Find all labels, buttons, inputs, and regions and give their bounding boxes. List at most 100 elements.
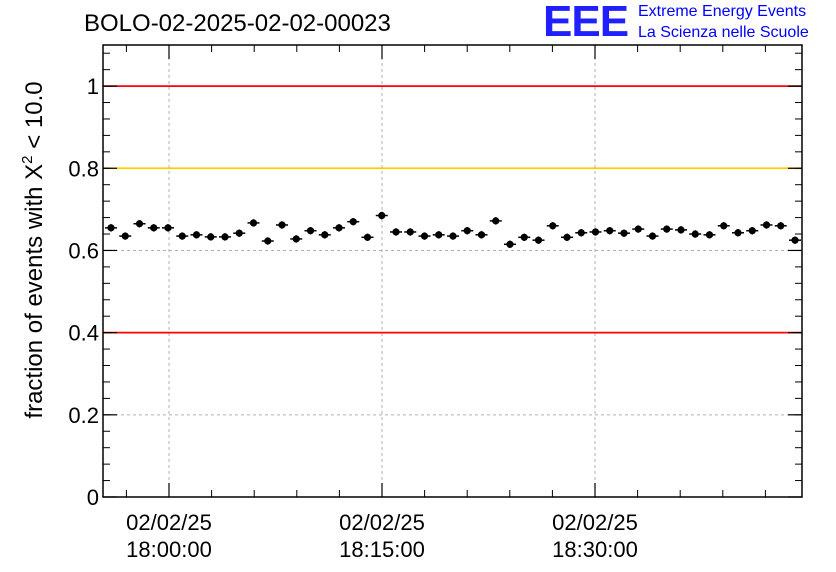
data-point [418, 232, 431, 240]
data-point [176, 232, 189, 240]
data-point [447, 232, 459, 240]
point-marker [577, 229, 585, 237]
point-marker [107, 224, 115, 232]
plot-frame [102, 44, 803, 498]
point-marker [121, 232, 129, 240]
data-point [347, 217, 360, 226]
point-marker [648, 232, 657, 240]
x-tick-label-time: 18:15:00 [339, 537, 425, 562]
logo-text-line2: La Scienza nelle Scuole [638, 24, 809, 41]
data-point [290, 235, 303, 243]
point-marker [363, 233, 372, 241]
data-point [333, 224, 345, 232]
point-marker [449, 232, 457, 240]
chart-title: BOLO-02-2025-02-02-00023 [84, 10, 391, 37]
data-point [689, 230, 702, 238]
point-marker [249, 219, 258, 227]
data-point [760, 221, 773, 229]
y-axis-title: fraction of events with X2 < 10.0 [19, 81, 48, 418]
point-marker [349, 218, 357, 226]
data-point [432, 231, 445, 239]
data-point [618, 229, 630, 237]
data-point [646, 232, 659, 240]
y-axis-title-sup: 2 [19, 155, 36, 163]
data-point [732, 229, 744, 237]
x-tick-label-date: 02/02/25 [339, 510, 425, 535]
y-tick-labels: 0 0.2 0.4 0.6 0.8 1 [68, 74, 99, 510]
point-marker [748, 227, 756, 235]
grid-lines [103, 45, 802, 497]
data-point [518, 233, 531, 242]
point-marker [292, 235, 300, 243]
data-point [703, 231, 716, 239]
data-point [119, 232, 132, 240]
point-marker [563, 233, 571, 241]
data-point [404, 228, 417, 236]
data-point [233, 229, 246, 237]
data-point [261, 237, 274, 245]
data-point [774, 222, 787, 230]
data-point [304, 227, 317, 235]
point-marker [620, 229, 628, 237]
data-point [133, 220, 146, 228]
data-point [361, 233, 374, 242]
point-marker [677, 226, 685, 234]
data-point [532, 236, 545, 244]
point-marker [477, 231, 486, 239]
point-marker [463, 227, 471, 235]
data-point [190, 231, 203, 239]
data-point [660, 225, 673, 233]
point-marker [435, 231, 443, 239]
data-point [105, 224, 117, 232]
point-marker [420, 232, 429, 240]
point-marker [378, 211, 386, 220]
data-point [489, 217, 502, 225]
y-axis-title-post: < 10.0 [21, 81, 48, 155]
y-axis-title-pre: fraction of events with X [21, 164, 48, 419]
x-tick-labels: 02/02/2518:00:0002/02/2518:15:0002/02/25… [126, 510, 638, 562]
data-point [318, 231, 331, 239]
y-tick-label: 1 [87, 74, 99, 99]
y-tick-label: 0.4 [68, 321, 99, 346]
data-point [390, 228, 402, 236]
point-marker [335, 224, 343, 232]
y-tick-label: 0.6 [68, 238, 99, 263]
x-tick-label-date: 02/02/25 [552, 510, 638, 535]
eee-logo-mark: EEE [543, 0, 629, 46]
point-marker [178, 232, 186, 240]
data-point [603, 227, 616, 235]
data-point [475, 231, 488, 239]
data-points [105, 211, 801, 248]
point-marker [762, 221, 771, 229]
data-point [461, 227, 474, 235]
point-marker [321, 231, 329, 239]
point-marker [392, 228, 400, 236]
point-marker [492, 217, 500, 225]
y-tick-label: 0.2 [68, 403, 99, 428]
y-tick-label: 0.8 [68, 156, 99, 181]
point-marker [591, 228, 600, 236]
point-marker [663, 225, 671, 233]
data-point [219, 233, 231, 241]
data-point [204, 233, 217, 241]
point-marker [150, 224, 158, 232]
data-point [247, 219, 260, 227]
point-marker [164, 224, 172, 232]
point-marker [207, 233, 215, 241]
point-marker [235, 229, 243, 237]
data-point [632, 225, 645, 233]
data-point [147, 224, 160, 232]
data-point [746, 227, 759, 235]
data-point [589, 228, 602, 236]
point-marker [264, 237, 272, 245]
x-tick-label-time: 18:30:00 [552, 537, 638, 562]
data-point [561, 233, 573, 242]
point-marker [606, 227, 614, 235]
point-marker [777, 222, 785, 230]
point-marker [549, 222, 557, 230]
point-marker [691, 230, 699, 238]
data-point [675, 226, 687, 234]
x-tick-label-time: 18:00:00 [126, 537, 212, 562]
point-marker [506, 240, 514, 248]
